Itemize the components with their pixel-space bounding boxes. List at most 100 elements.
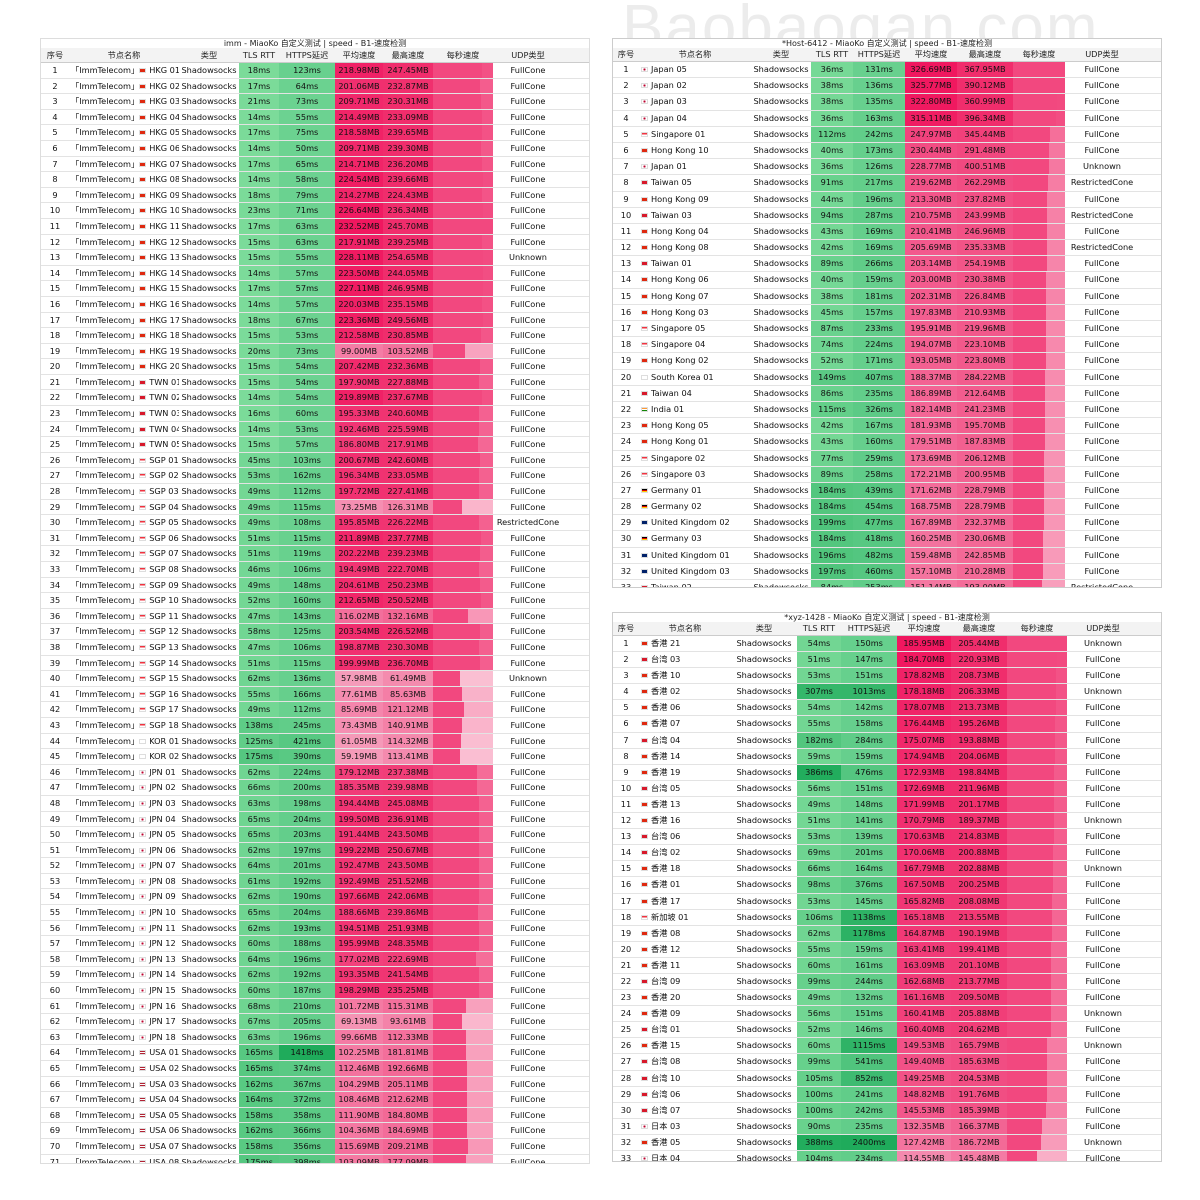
table-row[interactable]: 14 台湾 02 Shadowsocks 69ms 201ms 170.06MB 200.8… [613,845,1161,862]
table-row[interactable]: 15 「ImmTelecom」 HKG 15 Shadowsocks 17ms 57ms 2… [41,281,589,297]
table-row[interactable]: 41 「ImmTelecom」 SGP 16 Shadowsocks 55ms 166ms… [41,686,589,703]
table-row[interactable]: 11 Hong Kong 04 Shadowsocks 43ms 169ms 210.41… [613,223,1161,241]
table-row[interactable]: 59 「ImmTelecom」 JPN 14 Shadowsocks 62ms 192ms… [41,967,589,984]
table-row[interactable]: 31 「ImmTelecom」 SGP 06 Shadowsocks 51ms 115ms… [41,530,589,547]
table-row[interactable]: 4 香港 02 Shadowsocks 307ms 1013ms 178.18MB 206.… [613,684,1161,701]
table-row[interactable]: 29 United Kingdom 02 Shadowsocks 199ms 477ms… [613,515,1161,532]
table-row[interactable]: 18 新加坡 01 Shadowsocks 106ms 1138ms 165.18MB 21… [613,909,1161,926]
column-header[interactable]: 最高速度 [968,49,1002,59]
table-row[interactable]: 1 「ImmTelecom」 HKG 01 Shadowsocks 18ms 123ms 2… [41,63,589,79]
table-row[interactable]: 23 Hong Kong 05 Shadowsocks 42ms 167ms 181.93… [613,418,1161,435]
table-row[interactable]: 29 「ImmTelecom」 SGP 04 Shadowsocks 49ms 115ms… [41,499,589,516]
table-row[interactable]: 43 「ImmTelecom」 SGP 18 Shadowsocks 138ms 245m… [41,717,589,734]
table-row[interactable]: 58 「ImmTelecom」 JPN 13 Shadowsocks 64ms 196ms… [41,951,589,968]
table-row[interactable]: 40 「ImmTelecom」 SGP 15 Shadowsocks 62ms 136ms… [41,671,589,687]
table-row[interactable]: 16 Hong Kong 03 Shadowsocks 45ms 157ms 197.83… [613,304,1161,321]
table-row[interactable]: 32 「ImmTelecom」 SGP 07 Shadowsocks 51ms 119ms… [41,546,589,562]
table-row[interactable]: 17 Singapore 05 Shadowsocks 87ms 233ms 195.91… [613,321,1161,338]
table-row[interactable]: 6 「ImmTelecom」 HKG 06 Shadowsocks 14ms 50ms 20… [41,140,589,157]
column-header[interactable]: 最高速度 [391,50,425,60]
table-row[interactable]: 21 「ImmTelecom」 TWN 01 Shadowsocks 15ms 54ms 1… [41,374,589,391]
table-row[interactable]: 7 「ImmTelecom」 HKG 07 Shadowsocks 17ms 65ms 21… [41,156,589,173]
column-header[interactable]: TLS RTT [242,50,276,60]
table-row[interactable]: 13 「ImmTelecom」 HKG 13 Shadowsocks 15ms 55ms 2… [41,250,589,266]
table-row[interactable]: 8 「ImmTelecom」 HKG 08 Shadowsocks 14ms 58ms 22… [41,172,589,188]
table-row[interactable]: 27 「ImmTelecom」 SGP 02 Shadowsocks 53ms 162ms… [41,468,589,485]
column-header[interactable]: 节点名称 [678,49,712,59]
table-row[interactable]: 30 Germany 03 Shadowsocks 184ms 418ms 160.25M… [613,531,1161,548]
table-row[interactable]: 3 Japan 03 Shadowsocks 38ms 135ms 322.80MB 360… [613,94,1161,111]
table-row[interactable]: 14 Hong Kong 06 Shadowsocks 40ms 159ms 203.00… [613,272,1161,289]
column-header[interactable]: 最高速度 [962,623,996,633]
table-row[interactable]: 1 Japan 05 Shadowsocks 36ms 131ms 326.69MB 367… [613,62,1161,79]
table-row[interactable]: 23 香港 20 Shadowsocks 49ms 132ms 161.16MB 209.5… [613,990,1161,1007]
table-row[interactable]: 4 Japan 04 Shadowsocks 36ms 163ms 315.11MB 396… [613,110,1161,127]
table-row[interactable]: 19 「ImmTelecom」 HKG 19 Shadowsocks 20ms 73ms 9… [41,343,589,360]
table-row[interactable]: 33 Taiwan 02 Shadowsocks 84ms 253ms 151.14MB 1… [613,580,1161,587]
table-row[interactable]: 10 台湾 05 Shadowsocks 56ms 151ms 172.69MB 211.9… [613,780,1161,797]
column-header[interactable]: 节点名称 [668,623,702,633]
table-row[interactable]: 2 台湾 03 Shadowsocks 51ms 147ms 184.70MB 220.93… [613,652,1161,669]
table-row[interactable]: 30 台湾 07 Shadowsocks 100ms 242ms 145.53MB 185.… [613,1102,1161,1119]
column-header[interactable]: 每秒速度 [1022,49,1056,59]
table-row[interactable]: 12 香港 16 Shadowsocks 51ms 141ms 170.79MB 189.3… [613,813,1161,830]
column-header[interactable]: 序号 [617,49,635,59]
table-row[interactable]: 71 「ImmTelecom」 USA 08 Shadowsocks 175ms 398m… [41,1154,589,1163]
table-row[interactable]: 23 「ImmTelecom」 TWN 03 Shadowsocks 16ms 60ms 1… [41,406,589,422]
table-row[interactable]: 17 香港 17 Shadowsocks 53ms 145ms 165.82MB 208.0… [613,893,1161,910]
table-row[interactable]: 19 Hong Kong 02 Shadowsocks 52ms 171ms 193.05… [613,353,1161,370]
table-row[interactable]: 21 香港 11 Shadowsocks 60ms 161ms 163.09MB 201.1… [613,957,1161,974]
table-row[interactable]: 25 「ImmTelecom」 TWN 05 Shadowsocks 15ms 57ms 1… [41,437,589,453]
table-row[interactable]: 22 「ImmTelecom」 TWN 02 Shadowsocks 14ms 54ms 2… [41,390,589,407]
table-row[interactable]: 4 「ImmTelecom」 HKG 04 Shadowsocks 14ms 55ms 21… [41,109,589,126]
table-row[interactable]: 33 「ImmTelecom」 SGP 08 Shadowsocks 46ms 106ms… [41,562,589,578]
table-row[interactable]: 9 香港 19 Shadowsocks 386ms 476ms 172.93MB 198.8… [613,764,1161,781]
table-row[interactable]: 7 Japan 01 Shadowsocks 36ms 126ms 228.77MB 400… [613,159,1161,176]
table-row[interactable]: 29 台湾 06 Shadowsocks 100ms 241ms 148.82MB 191.… [613,1086,1161,1103]
table-row[interactable]: 32 香港 05 Shadowsocks 388ms 2400ms 127.42MB 186… [613,1134,1161,1151]
table-row[interactable]: 53 「ImmTelecom」 JPN 08 Shadowsocks 61ms 192ms… [41,873,589,890]
table-row[interactable]: 12 Hong Kong 08 Shadowsocks 42ms 169ms 205.69… [613,240,1161,257]
table-row[interactable]: 54 「ImmTelecom」 JPN 09 Shadowsocks 62ms 190ms… [41,889,589,906]
table-row[interactable]: 42 「ImmTelecom」 SGP 17 Shadowsocks 49ms 112ms… [41,702,589,718]
table-row[interactable]: 65 「ImmTelecom」 USA 02 Shadowsocks 165ms 374m… [41,1061,589,1077]
table-row[interactable]: 17 「ImmTelecom」 HKG 17 Shadowsocks 18ms 67ms 2… [41,312,589,329]
table-row[interactable]: 49 「ImmTelecom」 JPN 04 Shadowsocks 65ms 204ms… [41,811,589,828]
table-row[interactable]: 6 Hong Kong 10 Shadowsocks 40ms 173ms 230.44M… [613,142,1161,160]
table-row[interactable]: 51 「ImmTelecom」 JPN 06 Shadowsocks 62ms 197ms… [41,842,589,859]
table-row[interactable]: 44 「ImmTelecom」 KOR 01 Shadowsocks 125ms 421m… [41,733,589,750]
table-row[interactable]: 68 「ImmTelecom」 USA 05 Shadowsocks 158ms 358m… [41,1107,589,1124]
table-row[interactable]: 67 「ImmTelecom」 USA 04 Shadowsocks 164ms 372m… [41,1092,589,1108]
table-row[interactable]: 20 香港 12 Shadowsocks 55ms 159ms 163.41MB 199.4… [613,941,1161,958]
table-row[interactable]: 26 「ImmTelecom」 SGP 01 Shadowsocks 45ms 103ms… [41,452,589,469]
table-row[interactable]: 5 「ImmTelecom」 HKG 05 Shadowsocks 17ms 75ms 21… [41,125,589,141]
table-row[interactable]: 21 Taiwan 04 Shadowsocks 86ms 235ms 186.89MB 2… [613,385,1161,402]
table-row[interactable]: 60 「ImmTelecom」 JPN 15 Shadowsocks 60ms 187ms… [41,983,589,999]
column-header[interactable]: HTTPS延迟 [847,623,891,633]
table-row[interactable]: 19 香港 08 Shadowsocks 62ms 1178ms 164.87MB 190.… [613,925,1161,942]
table-row[interactable]: 27 台湾 08 Shadowsocks 99ms 541ms 149.40MB 185.6… [613,1054,1161,1071]
table-row[interactable]: 10 Taiwan 03 Shadowsocks 94ms 287ms 210.75MB 2… [613,207,1161,224]
column-header[interactable]: 类型 [772,49,790,59]
table-row[interactable]: 39 「ImmTelecom」 SGP 14 Shadowsocks 51ms 115ms… [41,655,589,672]
table-row[interactable]: 57 「ImmTelecom」 JPN 12 Shadowsocks 60ms 188ms… [41,936,589,952]
column-header[interactable]: 序号 [617,623,635,633]
table-row[interactable]: 63 「ImmTelecom」 JPN 18 Shadowsocks 63ms 196ms… [41,1029,589,1046]
table-row[interactable]: 52 「ImmTelecom」 JPN 07 Shadowsocks 64ms 201ms… [41,858,589,874]
table-row[interactable]: 46 「ImmTelecom」 JPN 01 Shadowsocks 62ms 224ms… [41,764,589,781]
table-row[interactable]: 13 Taiwan 01 Shadowsocks 89ms 266ms 203.14MB 2… [613,256,1161,273]
column-header[interactable]: 平均速度 [914,49,948,59]
table-row[interactable]: 11 香港 13 Shadowsocks 49ms 148ms 171.99MB 201.1… [613,796,1161,814]
table-row[interactable]: 37 「ImmTelecom」 SGP 12 Shadowsocks 58ms 125ms… [41,624,589,640]
column-header[interactable]: 平均速度 [342,50,376,60]
table-row[interactable]: 3 「ImmTelecom」 HKG 03 Shadowsocks 21ms 73ms 20… [41,94,589,110]
table-row[interactable]: 3 香港 10 Shadowsocks 53ms 151ms 178.82MB 208.73… [613,668,1161,685]
table-row[interactable]: 24 「ImmTelecom」 TWN 04 Shadowsocks 14ms 53ms 1… [41,421,589,438]
table-row[interactable]: 62 「ImmTelecom」 JPN 17 Shadowsocks 67ms 205ms… [41,1014,589,1030]
table-row[interactable]: 35 「ImmTelecom」 SGP 10 Shadowsocks 52ms 160ms… [41,593,589,609]
column-header[interactable]: HTTPS延迟 [285,50,329,60]
table-row[interactable]: 2 「ImmTelecom」 HKG 02 Shadowsocks 17ms 64ms 20… [41,78,589,95]
table-row[interactable]: 69 「ImmTelecom」 USA 06 Shadowsocks 162ms 366m… [41,1123,589,1139]
table-row[interactable]: 32 United Kingdom 03 Shadowsocks 197ms 460ms… [613,563,1161,580]
table-row[interactable]: 7 台湾 04 Shadowsocks 182ms 284ms 175.07MB 193.8… [613,732,1161,749]
